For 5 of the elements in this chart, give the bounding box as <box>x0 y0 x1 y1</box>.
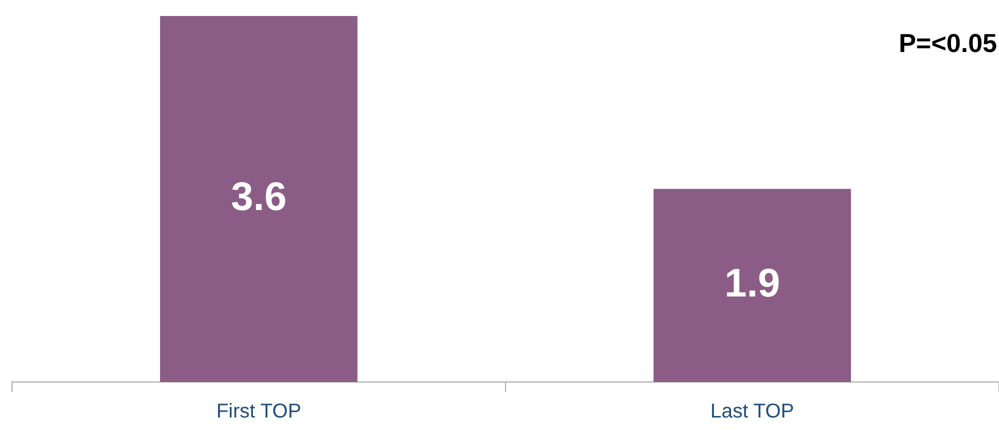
x-tick-label: First TOP <box>216 400 302 423</box>
data-label: 3.6 <box>230 175 287 220</box>
annotation: P=<0.05 <box>898 28 997 59</box>
x-tick-label: Last TOP <box>710 400 794 423</box>
data-label: 1.9 <box>724 261 780 306</box>
